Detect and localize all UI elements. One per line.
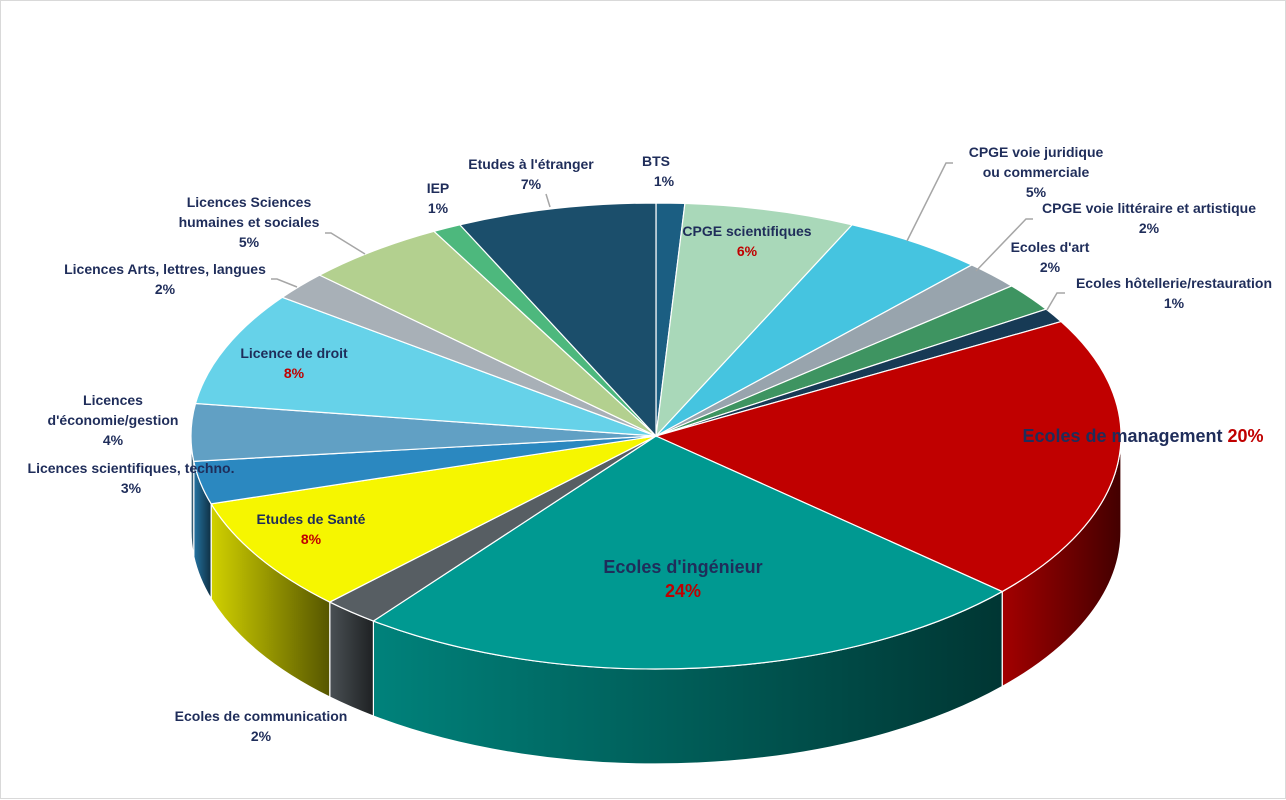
label-value-licences-arts-lettres-langues: 2% [155, 281, 176, 297]
label-name-etudes-a-l-etranger: Etudes à l'étranger [468, 156, 594, 172]
label-name-bts: BTS [642, 153, 670, 169]
label-name-cpge-scientifiques: CPGE scientifiques [682, 223, 811, 239]
label-value-cpge-voie-litteraire-et-artistique: 2% [1139, 220, 1160, 236]
label-name-ecoles-d-ingenieur: Ecoles d'ingénieur [603, 557, 762, 577]
slice-ecoles-de-management [654, 320, 1122, 593]
leader-line-cpge-voie-juridique-ou-commerciale [906, 162, 953, 242]
label-value-licences-d-economie-gestion: 4% [103, 432, 124, 448]
slice-etudes-de-sante [210, 435, 657, 603]
label-value-etudes-de-sante: 8% [301, 531, 322, 547]
label-name-licences-scientifiques-techno: Licences scientifiques, techno. [28, 460, 235, 476]
leader-line-etudes-a-l-etranger [545, 193, 551, 208]
leader-line-cpge-voie-litteraire-et-artistique [975, 218, 1033, 272]
label-value-etudes-a-l-etranger: 7% [521, 176, 542, 192]
label-name-licence-de-droit: Licence de droit [240, 345, 348, 361]
leader-line-licences-sciences-humaines-et-sociales [325, 232, 366, 255]
leader-lines [271, 162, 1065, 311]
label-name-licences-arts-lettres-langues: Licences Arts, lettres, langues [64, 261, 266, 277]
label-name-licences-d-economie-gestion-2: d'économie/gestion [48, 412, 179, 428]
label-value-ecoles-d-ingenieur: 24% [665, 581, 701, 601]
label-name-licences-d-economie-gestion-1: Licences [83, 392, 143, 408]
slice-cpge-voie-juridique-ou-commerciale [655, 224, 974, 437]
label-name-iep: IEP [427, 180, 450, 196]
label-name-cpge-voie-juridique-ou-commerciale-2: ou commerciale [983, 164, 1090, 180]
slice-etudes-a-l-etranger [458, 202, 657, 438]
label-name-etudes-de-sante: Etudes de Santé [257, 511, 366, 527]
slice-ecoles-d-ingenieur [372, 435, 1004, 670]
leader-line-licences-arts-lettres-langues [271, 278, 298, 288]
pie-top-slices [190, 202, 1122, 670]
label-value-licences-sciences-humaines-et-sociales: 5% [239, 234, 260, 250]
label-value-licence-de-droit: 8% [284, 365, 305, 381]
label-value-cpge-scientifiques: 6% [737, 243, 758, 259]
label-value-ecoles-hotellerie-restauration: 1% [1164, 295, 1185, 311]
slice-side-ecoles-de-communication [329, 601, 375, 717]
data-labels: BTS 1% CPGE scientifiques 6% CPGE voie jurid… [28, 144, 1273, 744]
label-name-ecoles-hotellerie-restauration: Ecoles hôtellerie/restauration [1076, 275, 1272, 291]
label-value-bts: 1% [654, 173, 675, 189]
label-value-licences-scientifiques-techno: 3% [121, 480, 142, 496]
label-name-licences-sciences-humaines-et-sociales-1: Licences Sciences [187, 194, 312, 210]
label-value-iep: 1% [428, 200, 449, 216]
label-value-ecoles-d-art: 2% [1040, 259, 1061, 275]
label-name-licences-sciences-humaines-et-sociales-2: humaines et sociales [179, 214, 320, 230]
label-value-cpge-voie-juridique-ou-commerciale: 5% [1026, 184, 1047, 200]
label-name-ecoles-d-art: Ecoles d'art [1011, 239, 1090, 255]
label-name-ecoles-de-communication: Ecoles de communication [175, 708, 348, 724]
slice-licence-de-droit [194, 296, 657, 437]
label-name-cpge-voie-litteraire-et-artistique: CPGE voie littéraire et artistique [1042, 200, 1256, 216]
data-label-ecoles-de-management: Ecoles de management 20% [1022, 426, 1263, 446]
slice-cpge-scientifiques [655, 202, 854, 438]
label-name-cpge-voie-juridique-ou-commerciale-1: CPGE voie juridique [969, 144, 1104, 160]
leader-line-ecoles-hotellerie-restauration [1046, 292, 1065, 311]
slice-licences-sciences-humaines-et-sociales [318, 230, 657, 437]
label-value-ecoles-de-communication: 2% [251, 728, 272, 744]
